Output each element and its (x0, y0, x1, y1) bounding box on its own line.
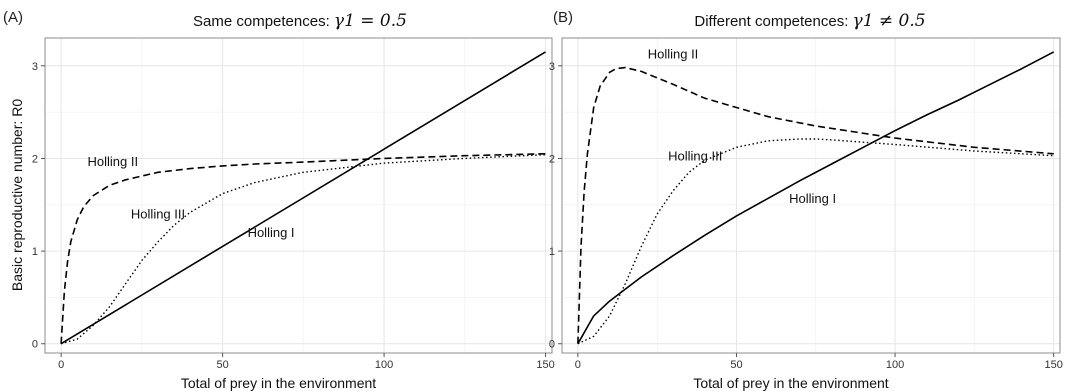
series-label-holling-iii: Holling III (668, 148, 722, 163)
panel-a: 0 50 100 150 0 1 2 3 Holling II Holling III Hollin… (3, 9, 555, 391)
plot-border (561, 37, 1061, 354)
y-axis-title: Basic reproductive number: R0 (9, 99, 25, 291)
panel-letter: (A) (3, 9, 23, 26)
x-tick-label: 0 (58, 359, 64, 371)
y-tick-label: 2 (549, 153, 555, 165)
x-tick-label: 150 (1044, 359, 1062, 371)
series-label-holling-iii: Holling III (131, 207, 185, 222)
series-line-holling-ii (60, 153, 546, 344)
x-tick-label: 100 (375, 359, 393, 371)
y-tick-label: 1 (32, 246, 38, 258)
series-line-holling-i (60, 51, 546, 345)
panel-title-text: Same competences: (193, 13, 334, 30)
plot-background (45, 38, 552, 353)
y-tick-label: 0 (32, 339, 38, 351)
x-tick-label: 150 (536, 359, 554, 371)
x-tick-label: 50 (730, 359, 742, 371)
x-tick-label: 100 (886, 359, 904, 371)
series-line-holling-ii (577, 66, 1054, 344)
y-tick-label: 0 (549, 339, 555, 351)
panel-title: Same competences: γ1 = 0.5 (193, 11, 407, 31)
panel-letter: (B) (553, 9, 573, 26)
panel-b: 0 50 100 150 0 1 2 3 Holling II Holling III Hollin… (549, 9, 1063, 391)
series-line-holling-i (577, 51, 1055, 345)
series-label-holling-ii: Holling II (648, 46, 699, 61)
panel-title: Different competences: γ1 ≠ 0.5 (694, 11, 925, 31)
series-label-holling-i: Holling I (789, 191, 836, 206)
series-line-holling-iii (60, 154, 546, 345)
panel-title-math: γ1 ≠ 0.5 (853, 11, 926, 31)
panel-title-math: γ1 = 0.5 (334, 11, 407, 31)
y-tick-label: 1 (549, 246, 555, 258)
plot-border (44, 37, 553, 354)
series-label-holling-ii: Holling II (88, 154, 139, 169)
y-tick-label: 3 (32, 61, 38, 73)
x-tick-label: 0 (575, 359, 581, 371)
panel-title-text: Different competences: (694, 13, 852, 30)
y-tick-label: 3 (549, 61, 555, 73)
x-tick-label: 50 (216, 359, 228, 371)
y-tick-label: 2 (32, 153, 38, 165)
x-axis-title: Total of prey in the environment (693, 375, 888, 391)
x-axis-title: Total of prey in the environment (181, 375, 376, 391)
series-label-holling-i: Holling I (248, 225, 295, 240)
